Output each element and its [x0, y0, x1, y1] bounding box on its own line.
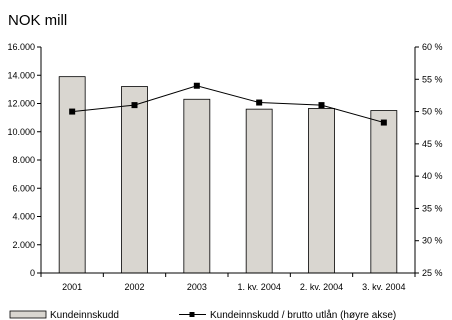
series-line	[72, 85, 384, 124]
x-tick-label: 2. kv. 2004	[300, 282, 343, 292]
right-tick-label: 35 %	[422, 203, 443, 213]
right-tick-label: 40 %	[422, 171, 443, 181]
x-tick-label: 3. kv. 2004	[362, 282, 405, 292]
left-tick-label: 10.000	[7, 127, 35, 137]
bar	[183, 98, 211, 274]
line-marker	[256, 99, 263, 106]
legend-bar-label: Kundeinnskudd	[50, 310, 119, 320]
right-tick-label: 60 %	[422, 42, 443, 52]
left-tick-label: 12.000	[7, 99, 35, 109]
x-tick-label: 2003	[187, 282, 207, 292]
x-tick-label: 2002	[124, 282, 144, 292]
legend-line-marker	[189, 312, 195, 317]
left-tick-label: 6.000	[12, 183, 35, 193]
line-marker	[69, 108, 76, 115]
bar	[370, 110, 398, 274]
bar-series	[58, 76, 398, 274]
line-marker	[318, 102, 325, 109]
x-tick-label: 1. kv. 2004	[237, 282, 280, 292]
right-tick-label: 30 %	[422, 236, 443, 246]
right-tick-label: 25 %	[422, 268, 443, 278]
bar	[121, 86, 148, 274]
right-tick-label: 50 %	[422, 107, 443, 117]
x-tick-label: 2001	[62, 282, 82, 292]
line-marker	[380, 119, 387, 126]
legend-line-label: Kundeinnskudd / brutto utlån (høyre akse…	[210, 309, 396, 320]
chart-title: NOK mill	[8, 12, 67, 29]
legend: Kundeinnskudd Kundeinnskudd / brutto utl…	[9, 309, 396, 320]
right-axis-ticks: 25 % 30 % 35 % 40 % 45 % 50 % 55 % 60 %	[415, 42, 443, 278]
line-series	[69, 82, 387, 126]
left-tick-label: 14.000	[7, 70, 35, 80]
left-tick-label: 4.000	[12, 212, 35, 222]
x-axis-labels: 2001 2002 2003 1. kv. 2004 2. kv. 2004 3. kv.…	[40, 273, 416, 292]
legend-bar-swatch	[9, 310, 47, 319]
left-tick-label: 16.000	[7, 42, 35, 52]
line-marker	[131, 102, 138, 109]
bar	[58, 76, 86, 274]
left-axis-ticks: 0 2.000 4.000 6.000 8.000 10.000 12.000 14.000 1…	[7, 42, 41, 278]
left-tick-label: 8.000	[12, 155, 35, 165]
right-tick-label: 55 %	[422, 74, 443, 84]
line-marker	[193, 82, 200, 89]
bar	[308, 108, 335, 274]
bar	[245, 108, 273, 274]
left-tick-label: 2.000	[12, 240, 35, 250]
right-tick-label: 45 %	[422, 139, 443, 149]
left-tick-label: 0	[30, 268, 35, 278]
axes	[40, 47, 416, 274]
